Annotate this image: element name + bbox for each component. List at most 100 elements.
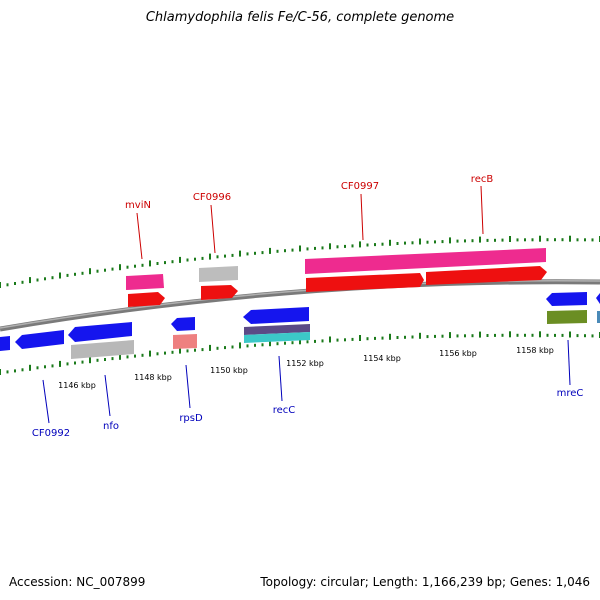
gene-mreC-blue[interactable] xyxy=(546,292,587,306)
minor-tick xyxy=(426,335,429,339)
minor-tick xyxy=(561,238,564,242)
major-tick xyxy=(449,332,451,339)
label-mviN: mviN xyxy=(125,200,151,211)
minor-tick xyxy=(411,335,414,339)
minor-tick xyxy=(171,260,174,264)
minor-tick xyxy=(591,334,594,338)
minor-tick xyxy=(314,339,316,343)
minor-tick xyxy=(381,242,384,246)
minor-tick xyxy=(426,240,429,244)
major-tick xyxy=(389,333,391,340)
minor-tick xyxy=(306,247,309,251)
gene-mviN-magenta[interactable] xyxy=(126,274,164,290)
label-recB: recB xyxy=(471,174,494,185)
gene-rpsD-blue[interactable] xyxy=(171,317,195,331)
major-tick xyxy=(59,360,61,367)
gene-nfo-grey[interactable] xyxy=(71,340,134,359)
minor-tick xyxy=(344,338,346,342)
minor-tick xyxy=(576,238,579,242)
gene-nfo-blue[interactable] xyxy=(68,322,132,342)
minor-tick xyxy=(441,240,444,244)
major-tick xyxy=(329,336,331,343)
minor-tick xyxy=(36,278,39,282)
minor-tick xyxy=(246,252,249,256)
gene-recC-teal[interactable] xyxy=(244,332,310,343)
leader-recC xyxy=(278,355,283,402)
major-tick xyxy=(119,264,121,271)
major-tick xyxy=(539,331,541,338)
major-tick xyxy=(149,350,151,357)
gene-right-edge-marker[interactable] xyxy=(597,311,600,323)
minor-tick xyxy=(546,333,549,337)
minor-tick xyxy=(171,350,174,354)
major-tick xyxy=(299,245,301,252)
minor-tick xyxy=(554,238,556,242)
major-tick xyxy=(179,256,181,263)
minor-tick xyxy=(591,238,594,242)
minor-tick xyxy=(516,238,519,242)
gene-recC-blue[interactable] xyxy=(243,307,309,324)
gene-left-edge-blue[interactable] xyxy=(0,336,10,351)
minor-tick xyxy=(44,365,46,369)
minor-tick xyxy=(351,244,354,248)
minor-tick xyxy=(501,238,504,242)
minor-tick xyxy=(584,238,586,242)
kbp-label: 1156 kbp xyxy=(439,349,477,358)
minor-tick xyxy=(96,358,99,362)
major-tick xyxy=(419,238,421,245)
minor-tick xyxy=(546,238,549,242)
kbp-label: 1148 kbp xyxy=(134,373,172,382)
minor-tick xyxy=(194,348,196,352)
minor-tick xyxy=(291,248,294,252)
leader-nfo xyxy=(104,374,111,417)
minor-tick xyxy=(14,282,16,285)
minor-tick xyxy=(411,241,414,245)
gene-CF0996-red[interactable] xyxy=(201,285,238,300)
minor-tick xyxy=(51,364,54,368)
minor-tick xyxy=(104,358,106,361)
minor-tick xyxy=(531,238,534,242)
minor-tick xyxy=(81,271,84,275)
minor-tick xyxy=(524,238,526,242)
minor-tick xyxy=(561,333,564,337)
major-tick xyxy=(59,272,61,279)
minor-tick xyxy=(576,334,579,338)
minor-tick xyxy=(464,334,466,338)
gene-CF0996-grey[interactable] xyxy=(199,266,238,282)
minor-tick xyxy=(261,251,264,255)
minor-tick xyxy=(284,341,286,345)
minor-tick xyxy=(14,369,16,373)
gene-recC-purple[interactable] xyxy=(244,324,310,335)
gene-recB-red[interactable] xyxy=(426,266,547,285)
gene-CF0992-blue[interactable] xyxy=(15,330,64,349)
gene-mreC-olive[interactable] xyxy=(547,310,587,324)
gene-rpsD-salmon[interactable] xyxy=(173,334,197,349)
label-CF0992: CF0992 xyxy=(32,428,70,439)
minor-tick xyxy=(134,264,136,268)
major-tick xyxy=(359,335,361,341)
minor-tick xyxy=(194,257,196,261)
major-tick xyxy=(539,235,541,242)
leader-rpsD xyxy=(185,364,191,409)
major-tick xyxy=(149,260,151,267)
minor-tick xyxy=(141,263,144,267)
label-CF0996: CF0996 xyxy=(193,192,231,203)
major-tick xyxy=(29,277,31,284)
outer-tick-ring xyxy=(0,235,600,288)
gene-CF0997-magenta[interactable] xyxy=(305,248,546,274)
major-tick xyxy=(449,237,451,244)
major-tick xyxy=(89,357,91,364)
minor-tick xyxy=(404,335,406,339)
minor-tick xyxy=(434,240,436,244)
major-tick xyxy=(209,344,211,351)
major-tick xyxy=(239,342,241,349)
gene-right-edge-blue[interactable] xyxy=(596,293,600,304)
label-CF0997: CF0997 xyxy=(341,181,379,192)
genome-backbone xyxy=(0,279,600,332)
gene-mviN-red[interactable] xyxy=(128,292,165,307)
genome-summary-text: Topology: circular; Length: 1,166,239 bp… xyxy=(260,575,590,589)
kbp-label: 1152 kbp xyxy=(286,359,324,368)
minor-tick xyxy=(501,333,504,337)
minor-tick xyxy=(36,366,39,370)
gene-CF0997-red[interactable] xyxy=(306,273,424,292)
